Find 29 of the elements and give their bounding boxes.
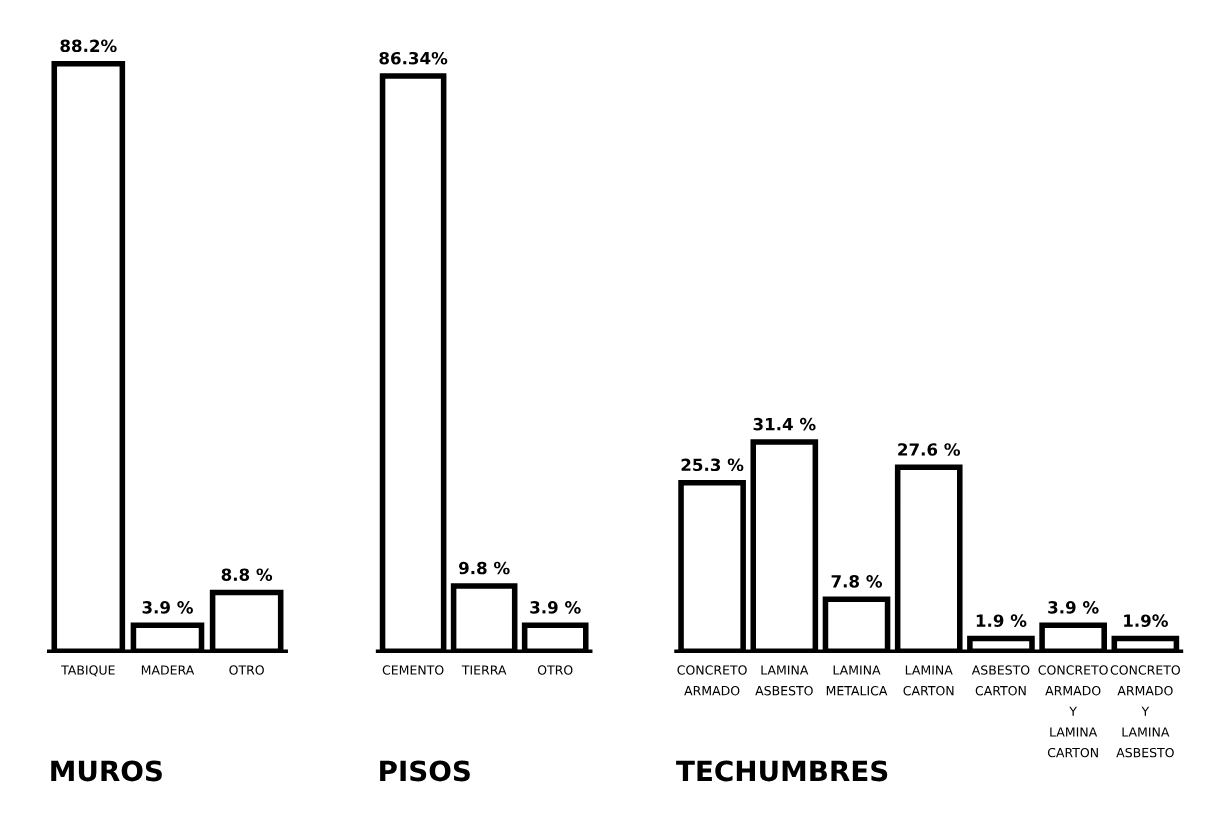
- text: TECHUMBRES: [676, 760, 888, 782]
- x-tick-label: OTRO: [229, 665, 264, 675]
- x-tick-label: MADERA: [141, 665, 195, 675]
- data-label: 9.8 %: [459, 561, 510, 575]
- x-tick-label: OTRO: [537, 665, 573, 675]
- x-tick-label: ASBESTO CARTON: [971, 665, 1030, 696]
- data-label: 1.9 %: [976, 614, 1027, 627]
- data-label: 3.9 %: [1048, 601, 1099, 614]
- x-tick-label: TIERRA: [461, 665, 507, 675]
- x-tick-label: CONCRETO ARMADO Y LAMINA ASBESTO: [1110, 665, 1180, 758]
- data-label: 3.9 %: [530, 601, 581, 614]
- data-label: 86.34%: [379, 51, 448, 65]
- x-tick-label: LAMINA METALICA: [826, 665, 888, 696]
- text: PISOS: [380, 760, 470, 782]
- data-label: 8.8 %: [221, 568, 273, 582]
- x-tick-label: TABIQUE: [61, 665, 115, 677]
- data-label: 27.6 %: [898, 443, 961, 456]
- data-label: 88.2%: [60, 39, 117, 53]
- x-tick-label: CONCRETO ARMADO Y LAMINA CARTON: [1038, 665, 1108, 758]
- data-label: 1.9%: [1124, 614, 1168, 627]
- x-tick-label: CEMENTO: [382, 665, 444, 675]
- text: MUROS: [51, 760, 162, 782]
- x-tick-label: LAMINA ASBESTO: [755, 665, 813, 696]
- data-label: 25.3 %: [681, 458, 744, 472]
- data-label: 31.4 %: [753, 417, 816, 431]
- x-tick-label: CONCRETO ARMADO: [677, 665, 747, 696]
- data-label: 3.9 %: [142, 601, 193, 614]
- data-label: 7.8 %: [831, 575, 882, 588]
- x-tick-label: LAMINA CARTON: [903, 665, 954, 696]
